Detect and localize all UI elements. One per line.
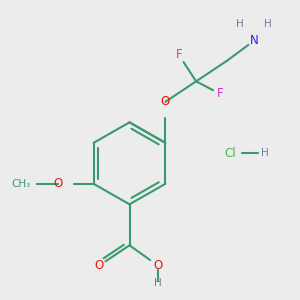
Text: O: O: [154, 259, 163, 272]
Text: CH₃: CH₃: [12, 179, 31, 189]
Text: O: O: [94, 259, 104, 272]
Text: H: H: [264, 19, 272, 29]
Text: O: O: [161, 95, 170, 108]
Text: Cl: Cl: [224, 147, 236, 160]
Text: F: F: [216, 87, 223, 100]
Text: N: N: [250, 34, 259, 47]
Text: H: H: [236, 19, 244, 29]
Text: H: H: [154, 278, 162, 288]
Text: F: F: [176, 48, 182, 61]
Text: O: O: [53, 177, 62, 190]
Text: H: H: [261, 148, 269, 158]
